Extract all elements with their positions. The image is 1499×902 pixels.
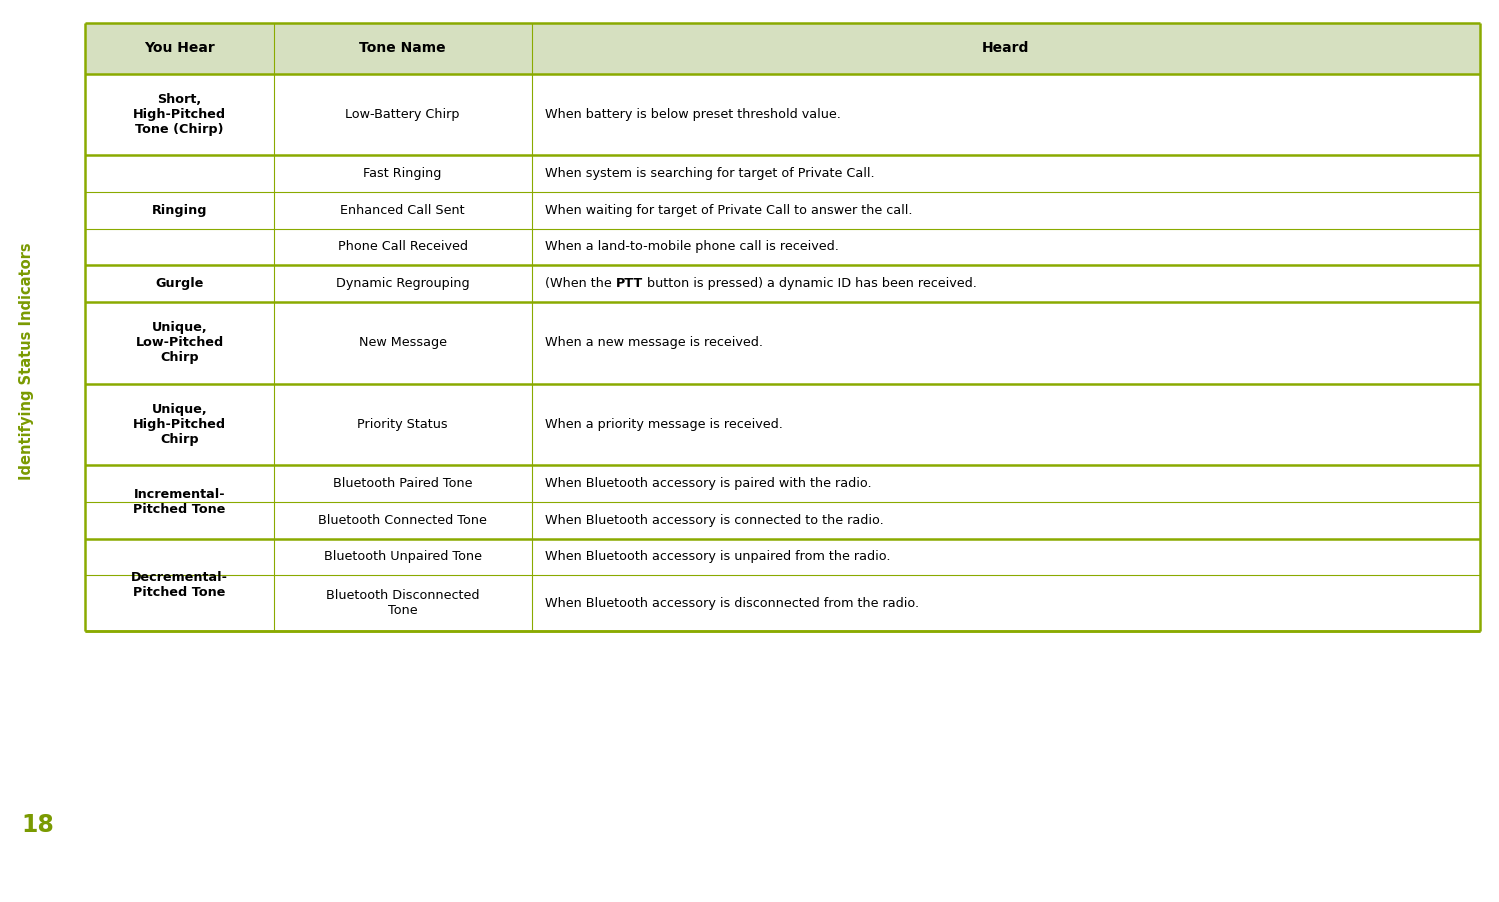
Bar (85, 23, 1480, 74)
Text: When a priority message is received.: When a priority message is received. (546, 418, 782, 431)
Bar (85, 575, 1480, 631)
Bar (85, 192, 1480, 228)
Text: PTT: PTT (616, 277, 643, 290)
Text: Identifying Status Indicators: Identifying Status Indicators (19, 242, 34, 480)
Text: Ringing: Ringing (151, 204, 207, 216)
Bar (85, 465, 1480, 502)
Text: You Hear: You Hear (144, 41, 214, 55)
Text: Tone Name: Tone Name (360, 41, 445, 55)
Text: Low-Battery Chirp: Low-Battery Chirp (345, 108, 460, 121)
Text: When a new message is received.: When a new message is received. (546, 336, 763, 349)
Text: Incremental-
Pitched Tone: Incremental- Pitched Tone (133, 488, 226, 516)
Bar (85, 265, 1480, 302)
Text: When system is searching for target of Private Call.: When system is searching for target of P… (546, 167, 874, 180)
Text: Priority Status: Priority Status (357, 418, 448, 431)
Text: Unique,
High-Pitched
Chirp: Unique, High-Pitched Chirp (133, 403, 226, 446)
Text: 18: 18 (21, 814, 54, 837)
Text: Bluetooth Disconnected
Tone: Bluetooth Disconnected Tone (325, 589, 480, 617)
Text: When a land-to-mobile phone call is received.: When a land-to-mobile phone call is rece… (546, 241, 839, 253)
Bar (85, 383, 1480, 465)
Text: (When the: (When the (546, 277, 616, 290)
Text: Bluetooth Unpaired Tone: Bluetooth Unpaired Tone (324, 550, 481, 564)
Text: Bluetooth Connected Tone: Bluetooth Connected Tone (318, 514, 487, 527)
Text: Bluetooth Paired Tone: Bluetooth Paired Tone (333, 477, 472, 490)
Text: Unique,
Low-Pitched
Chirp: Unique, Low-Pitched Chirp (135, 321, 223, 364)
Text: When battery is below preset threshold value.: When battery is below preset threshold v… (546, 108, 841, 121)
Text: Phone Call Received: Phone Call Received (337, 241, 468, 253)
Text: When Bluetooth accessory is paired with the radio.: When Bluetooth accessory is paired with … (546, 477, 871, 490)
Text: button is pressed) a dynamic ID has been received.: button is pressed) a dynamic ID has been… (643, 277, 977, 290)
Bar (85, 538, 1480, 575)
Text: When Bluetooth accessory is connected to the radio.: When Bluetooth accessory is connected to… (546, 514, 884, 527)
Text: Short,
High-Pitched
Tone (Chirp): Short, High-Pitched Tone (Chirp) (133, 93, 226, 136)
Text: Decremental-
Pitched Tone: Decremental- Pitched Tone (130, 571, 228, 599)
Text: When Bluetooth accessory is disconnected from the radio.: When Bluetooth accessory is disconnected… (546, 597, 919, 610)
Text: Gurgle: Gurgle (156, 277, 204, 290)
Text: Dynamic Regrouping: Dynamic Regrouping (336, 277, 469, 290)
Text: Fast Ringing: Fast Ringing (363, 167, 442, 180)
Text: When waiting for target of Private Call to answer the call.: When waiting for target of Private Call … (546, 204, 913, 216)
Bar (85, 502, 1480, 538)
Bar (85, 155, 1480, 192)
Text: When Bluetooth accessory is unpaired from the radio.: When Bluetooth accessory is unpaired fro… (546, 550, 890, 564)
Text: Enhanced Call Sent: Enhanced Call Sent (340, 204, 465, 216)
Text: Heard: Heard (982, 41, 1030, 55)
Bar (85, 74, 1480, 155)
Bar (85, 302, 1480, 383)
Text: New Message: New Message (358, 336, 447, 349)
Bar (85, 228, 1480, 265)
